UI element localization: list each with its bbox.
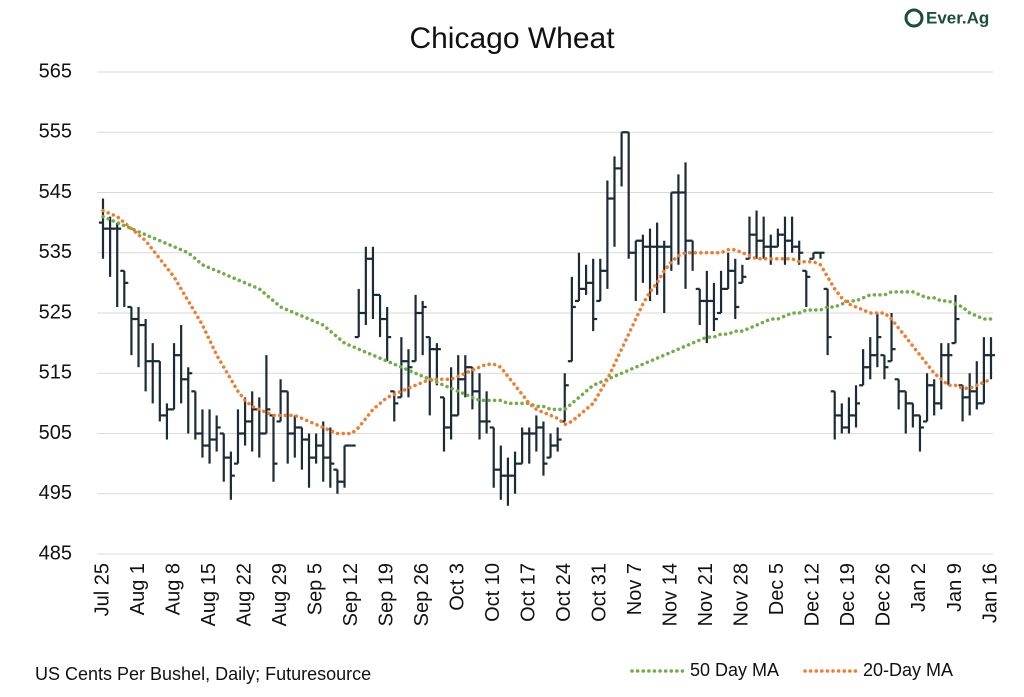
x-tick-label: Jan 16 bbox=[979, 563, 1001, 623]
x-tick-label: Aug 15 bbox=[198, 563, 220, 626]
y-tick-label: 495 bbox=[39, 482, 72, 504]
x-tick-label: Dec 12 bbox=[802, 563, 824, 626]
x-tick-label: Sep 19 bbox=[375, 563, 397, 626]
x-tick-label: Nov 7 bbox=[624, 563, 646, 615]
y-tick-label: 555 bbox=[39, 121, 72, 143]
x-tick-label: Aug 1 bbox=[127, 563, 149, 615]
legend-label: 20-Day MA bbox=[863, 660, 953, 680]
y-tick-label: 535 bbox=[39, 241, 72, 263]
x-tick-label: Sep 5 bbox=[304, 563, 326, 615]
x-tick-label: Dec 19 bbox=[837, 563, 859, 626]
logo: Ever.Ag bbox=[904, 8, 989, 28]
source-note: US Cents Per Bushel, Daily; Futuresource bbox=[35, 664, 371, 684]
x-tick-label: Oct 3 bbox=[446, 563, 468, 611]
x-tick-label: Sep 12 bbox=[340, 563, 362, 626]
ohlc-bars bbox=[99, 131, 995, 506]
x-tick-label: Aug 22 bbox=[233, 563, 255, 626]
x-tick-label: Nov 28 bbox=[731, 563, 753, 626]
logo-text: Ever.Ag bbox=[926, 8, 989, 27]
moving-average-line bbox=[101, 214, 993, 412]
y-tick-label: 565 bbox=[39, 60, 72, 82]
x-tick-label: Nov 21 bbox=[695, 563, 717, 626]
legend-item: 50 Day MA bbox=[630, 660, 779, 680]
x-tick-label: Aug 8 bbox=[162, 563, 184, 615]
y-tick-label: 515 bbox=[39, 362, 72, 384]
y-tick-label: 525 bbox=[39, 301, 72, 323]
x-tick-label: Dec 26 bbox=[873, 563, 895, 626]
y-tick-label: 485 bbox=[39, 542, 72, 564]
y-tick-label: 505 bbox=[39, 422, 72, 444]
legend-label: 50 Day MA bbox=[690, 660, 779, 680]
x-tick-label: Sep 26 bbox=[411, 563, 433, 626]
x-tick-label: Oct 24 bbox=[553, 563, 575, 622]
legend-item: 20-Day MA bbox=[803, 660, 953, 680]
x-tick-label: Oct 17 bbox=[518, 563, 540, 622]
x-tick-label: Aug 29 bbox=[269, 563, 291, 626]
x-tick-label: Oct 10 bbox=[482, 563, 504, 622]
moving-average-line bbox=[101, 208, 993, 436]
y-tick-label: 545 bbox=[39, 181, 72, 203]
logo-icon bbox=[904, 8, 924, 28]
x-tick-label: Jan 2 bbox=[908, 563, 930, 612]
x-tick-label: Oct 31 bbox=[589, 563, 611, 622]
x-tick-label: Dec 5 bbox=[766, 563, 788, 615]
x-tick-label: Jul 25 bbox=[91, 563, 113, 616]
x-tick-label: Jan 9 bbox=[944, 563, 966, 612]
x-tick-label: Nov 14 bbox=[660, 563, 682, 626]
chart-title: Chicago Wheat bbox=[409, 22, 615, 55]
